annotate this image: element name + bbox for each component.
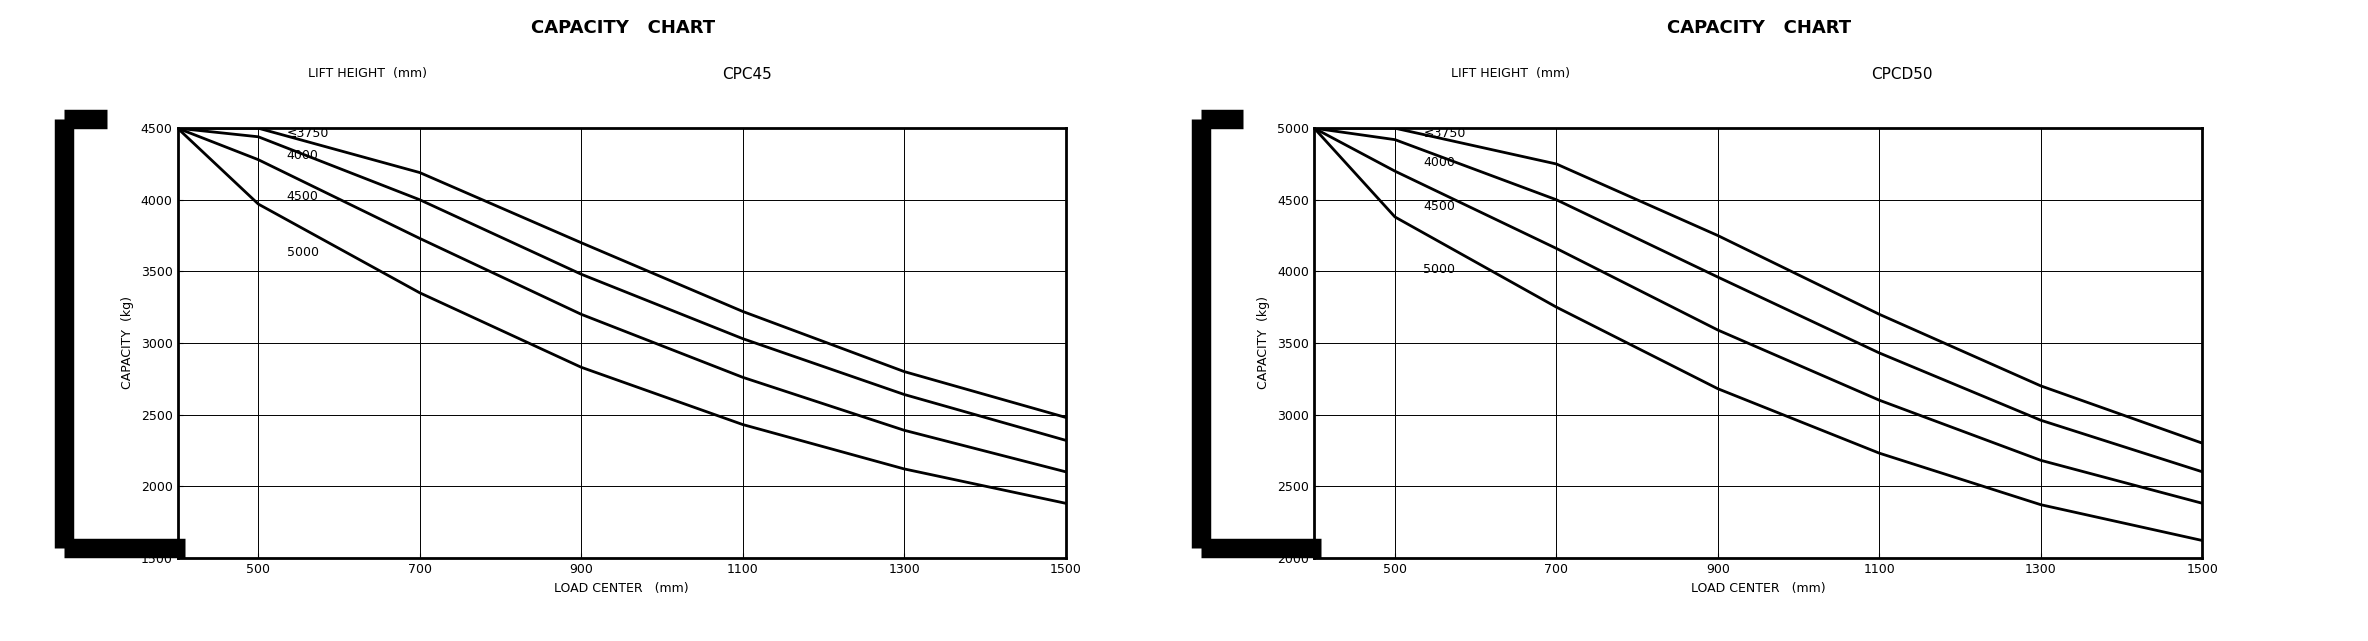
Text: CAPACITY   CHART: CAPACITY CHART	[530, 19, 715, 37]
Text: 4000: 4000	[287, 149, 317, 162]
Y-axis label: CAPACITY  (kg): CAPACITY (kg)	[1257, 296, 1272, 390]
Y-axis label: CAPACITY  (kg): CAPACITY (kg)	[121, 296, 135, 390]
Text: ≤3750: ≤3750	[287, 128, 329, 140]
Text: ≤3750: ≤3750	[1423, 128, 1466, 140]
Text: 4500: 4500	[1423, 201, 1454, 213]
Text: 4500: 4500	[287, 190, 317, 203]
Text: 4000: 4000	[1423, 156, 1454, 169]
Text: LIFT HEIGHT  (mm): LIFT HEIGHT (mm)	[1452, 67, 1570, 80]
Text: 5000: 5000	[1423, 263, 1456, 276]
X-axis label: LOAD CENTER   (mm): LOAD CENTER (mm)	[554, 583, 689, 595]
X-axis label: LOAD CENTER   (mm): LOAD CENTER (mm)	[1691, 583, 1826, 595]
Text: CPC45: CPC45	[722, 67, 772, 82]
Text: 5000: 5000	[287, 246, 320, 259]
Text: CPCD50: CPCD50	[1871, 67, 1932, 82]
Text: LIFT HEIGHT  (mm): LIFT HEIGHT (mm)	[308, 67, 426, 80]
Text: CAPACITY   CHART: CAPACITY CHART	[1667, 19, 1852, 37]
